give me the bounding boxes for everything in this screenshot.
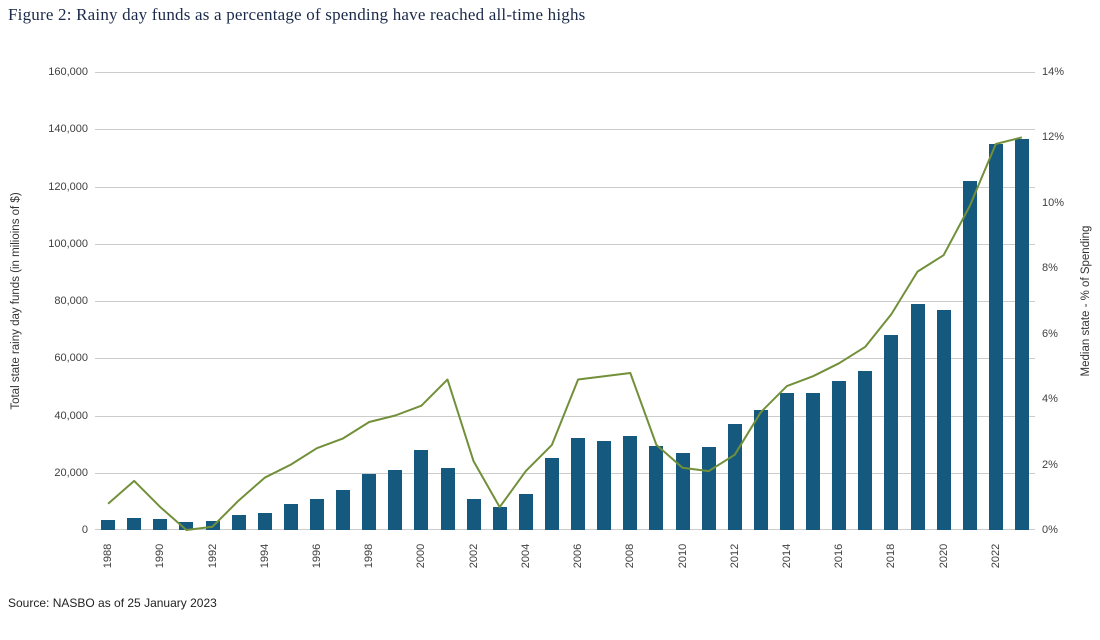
x-axis-tick-label: 1990 xyxy=(154,543,167,569)
right-axis-tick-label: 0% xyxy=(1042,524,1058,536)
bar-2019 xyxy=(910,303,925,530)
right-axis-tick-label: 14% xyxy=(1042,66,1065,78)
source-note: Source: NASBO as of 25 January 2023 xyxy=(8,596,217,610)
left-axis-tick-label: 120,000 xyxy=(48,180,88,193)
bar-1999 xyxy=(388,469,403,530)
gridline xyxy=(95,301,1035,302)
left-axis-tick-label: 100,000 xyxy=(48,237,88,250)
gridline xyxy=(95,129,1035,131)
bar-2003 xyxy=(492,507,507,530)
right-axis-title: Median state - % of Spending xyxy=(1080,225,1092,377)
bar-2005 xyxy=(544,458,559,530)
left-axis-title: Total state rainy day funds (in milioins… xyxy=(10,192,22,410)
x-axis-tick-label: 2004 xyxy=(519,543,532,569)
x-axis-tick-label: 2020 xyxy=(937,543,950,569)
gridline xyxy=(95,472,1035,474)
left-axis-tick-label: 140,000 xyxy=(48,123,88,136)
bar-2022 xyxy=(988,143,1003,530)
x-axis-tick-label: 1992 xyxy=(206,543,219,569)
bar-2013 xyxy=(753,409,768,530)
bar-1997 xyxy=(336,489,351,530)
bar-2001 xyxy=(440,468,455,530)
x-axis-tick-label: 2010 xyxy=(676,543,689,569)
left-axis-tick-label: 0 xyxy=(81,524,88,536)
bar-1996 xyxy=(309,498,324,530)
bar-2009 xyxy=(649,445,664,530)
left-axis-tick-label: 20,000 xyxy=(54,466,88,479)
bar-2000 xyxy=(414,449,429,530)
x-axis-tick-label: 2000 xyxy=(415,543,428,569)
left-axis-tick-label: 80,000 xyxy=(54,295,88,307)
bar-1990 xyxy=(153,519,168,530)
bar-1989 xyxy=(127,517,142,530)
chart-title: Figure 2: Rainy day funds as a percentag… xyxy=(8,5,586,24)
x-axis-tick-label: 2018 xyxy=(885,543,898,569)
x-axis-tick-label: 2002 xyxy=(467,543,480,569)
bar-1993 xyxy=(231,515,246,530)
x-axis-tick-label: 1994 xyxy=(258,543,271,569)
x-axis-tick-label: 2014 xyxy=(780,543,793,569)
bar-2008 xyxy=(623,435,638,530)
plot-area xyxy=(95,72,1035,531)
bar-2017 xyxy=(858,371,873,530)
gridline xyxy=(95,243,1035,245)
left-axis-tick-label: 60,000 xyxy=(54,352,88,365)
right-axis-tick-label: 10% xyxy=(1042,196,1065,209)
bar-2018 xyxy=(884,335,899,530)
bar-2010 xyxy=(675,452,690,530)
bar-2002 xyxy=(466,498,481,530)
bar-2004 xyxy=(518,494,533,530)
bar-1988 xyxy=(101,519,116,530)
right-axis-tick-label: 12% xyxy=(1042,131,1065,144)
x-axis-tick-label: 2016 xyxy=(833,543,846,569)
bar-1998 xyxy=(362,474,377,530)
bar-1995 xyxy=(283,504,298,530)
bar-2007 xyxy=(597,441,612,530)
gridline xyxy=(95,186,1035,188)
bar-2023 xyxy=(1014,139,1029,530)
right-axis-tick-label: 6% xyxy=(1042,327,1058,340)
x-axis-tick-label: 2008 xyxy=(624,543,637,569)
x-axis-tick-label: 1996 xyxy=(310,543,323,569)
x-axis-tick-label: 2006 xyxy=(572,543,585,569)
left-axis-tick-label: 40,000 xyxy=(54,409,88,422)
bar-2006 xyxy=(571,438,586,530)
x-axis-tick-label: 1998 xyxy=(363,543,376,569)
gridline xyxy=(95,415,1035,417)
median-state-line xyxy=(107,136,1023,531)
x-axis-tick-label: 1988 xyxy=(102,543,115,569)
bar-2016 xyxy=(832,381,847,530)
gridline xyxy=(95,358,1035,360)
gridline xyxy=(95,529,1035,530)
left-axis-tick-label: 160,000 xyxy=(48,66,88,78)
bar-1994 xyxy=(257,513,272,530)
bar-1991 xyxy=(179,521,194,530)
bar-2015 xyxy=(806,392,821,530)
bar-2020 xyxy=(936,309,951,530)
gridline xyxy=(95,72,1035,73)
right-axis-tick-label: 8% xyxy=(1042,262,1058,275)
right-axis-tick-label: 2% xyxy=(1042,458,1058,471)
right-axis-tick-label: 4% xyxy=(1042,393,1058,406)
bar-2021 xyxy=(962,180,977,530)
x-axis-tick-label: 2022 xyxy=(989,543,1002,569)
bar-2014 xyxy=(779,392,794,530)
x-axis-tick-label: 2012 xyxy=(728,543,741,569)
